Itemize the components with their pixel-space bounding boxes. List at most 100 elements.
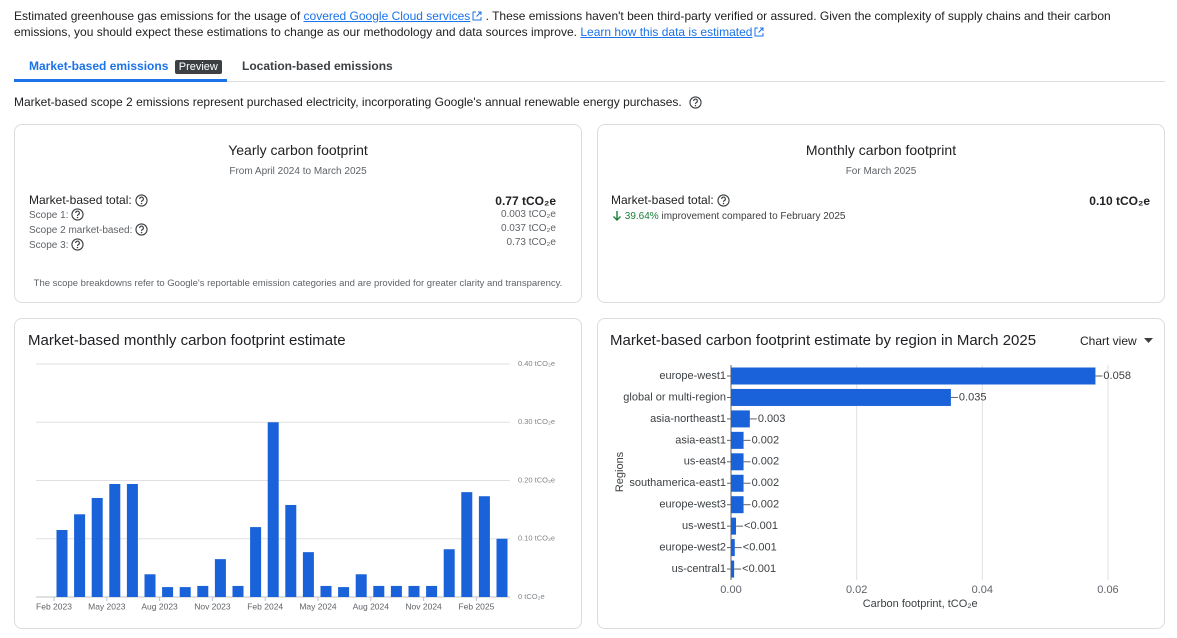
scope-values: 0.003 tCO₂e 0.037 tCO₂e 0.73 tCO₂e <box>501 208 556 250</box>
bar <box>197 585 209 597</box>
y-tick-label: asia-northeast1 <box>650 413 726 425</box>
card-subtitle: From April 2024 to March 2025 <box>229 166 367 177</box>
bar <box>731 517 737 535</box>
x-tick-label: Nov 2023 <box>194 601 231 611</box>
bar <box>426 585 438 597</box>
total-value: 0.77 tCO₂e <box>495 194 556 208</box>
label: Scope 3: <box>29 240 69 251</box>
value: 0.037 tCO₂e <box>500 223 556 234</box>
x-tick-label: Feb 2024 <box>247 601 283 611</box>
y-tick-label: 0 tCO₂e <box>518 592 545 601</box>
y-tick-label: us-east4 <box>684 456 726 468</box>
bar <box>408 585 420 597</box>
description-text: Market-based scope 2 emissions represent… <box>14 95 682 109</box>
x-tick-label: 0.04 <box>972 584 993 596</box>
bar <box>74 514 86 597</box>
value-label: 0.003 <box>758 413 786 425</box>
x-tick-label: Nov 2024 <box>405 601 442 611</box>
bar <box>320 585 332 597</box>
y-tick-label: 0.30 tCO₂e <box>518 417 555 426</box>
y-tick-label: 0.40 tCO₂e <box>518 359 555 368</box>
tab-divider <box>14 81 1165 82</box>
bar <box>56 530 68 597</box>
y-tick-label: global or multi-region <box>623 391 726 403</box>
bar <box>731 410 750 428</box>
chart-title: Market-based monthly carbon footprint es… <box>28 332 346 349</box>
card-title: Monthly carbon footprint <box>805 142 957 158</box>
y-tick-label: us-central1 <box>672 563 726 575</box>
bar <box>162 587 174 597</box>
monthly-chart-card <box>14 318 582 629</box>
bar <box>109 483 121 597</box>
y-tick-label: europe-west3 <box>659 499 726 511</box>
bar <box>478 496 490 597</box>
tab[interactable]: Market-based emissions Preview <box>29 59 222 74</box>
footnote: The scope breakdowns refer to Google's r… <box>33 278 563 289</box>
card-title: Yearly carbon footprint <box>228 142 368 158</box>
x-tick-label: 0.06 <box>1097 584 1118 596</box>
intro-text: . These emissions haven't been third-par… <box>14 9 1111 39</box>
y-tick-label: europe-west1 <box>659 370 726 382</box>
value: 0.73 tCO₂e <box>506 237 556 248</box>
bar <box>179 587 191 597</box>
bar <box>731 431 744 449</box>
value-label: 0.058 <box>1103 370 1131 382</box>
bar <box>731 539 735 557</box>
bar <box>355 574 367 597</box>
bar <box>285 504 297 597</box>
y-tick-label: europe-west2 <box>659 542 726 554</box>
value-label: <0.001 <box>744 520 778 532</box>
y-tick-label: us-west1 <box>682 520 726 532</box>
chart-title: Market-based carbon footprint estimate b… <box>610 332 1036 349</box>
tab[interactable]: Location-based emissions <box>242 59 393 73</box>
change-value: 39.64% <box>624 211 659 222</box>
y-tick-label: southamerica-east1 <box>629 477 726 489</box>
region-chart-card <box>597 318 1165 629</box>
bar <box>126 483 138 597</box>
value-label: 0.002 <box>752 434 780 446</box>
value: 0.003 tCO₂e <box>500 209 556 220</box>
value-label: <0.001 <box>743 542 777 554</box>
total-value: 0.10 tCO₂e <box>1089 194 1150 208</box>
button-label: Chart view <box>1080 334 1137 348</box>
bar <box>731 388 951 406</box>
intro: Estimated greenhouse gas emissions for t… <box>14 8 1164 40</box>
x-tick-label: May 2023 <box>88 601 126 611</box>
bar <box>250 527 262 597</box>
x-tick-label: Aug 2023 <box>141 601 178 611</box>
bar <box>390 585 402 597</box>
change-text: improvement compared to February 2025 <box>661 211 846 222</box>
bar <box>214 559 226 597</box>
y-axis-title: Regions <box>614 451 626 492</box>
link[interactable]: covered Google Cloud services <box>303 9 471 23</box>
badge: Preview <box>174 60 222 74</box>
bar <box>461 492 473 597</box>
label: Scope 1: <box>29 210 69 221</box>
x-tick-label: Feb 2023 <box>36 601 72 611</box>
tab-indicator <box>14 79 227 82</box>
intro-text: Estimated greenhouse gas emissions for t… <box>14 9 301 23</box>
value-label: 0.002 <box>752 477 780 489</box>
down-arrow <box>613 211 621 221</box>
change: 39.64% improvement compared to February … <box>612 210 845 222</box>
bar <box>91 497 103 597</box>
bar <box>144 574 156 597</box>
card-subtitle: For March 2025 <box>845 166 917 177</box>
bar <box>267 422 279 597</box>
dropdown-icon <box>1144 338 1154 343</box>
label: Scope 2 market-based: <box>29 225 133 236</box>
label: Market-based total: <box>29 193 132 207</box>
link[interactable]: Learn how this data is estimated <box>580 25 753 39</box>
label: Market-based total: <box>611 193 714 207</box>
x-tick-label: Aug 2024 <box>353 601 390 611</box>
bar <box>731 453 744 471</box>
scope-row: Scope 3: <box>29 238 148 253</box>
description: Market-based scope 2 emissions represent… <box>14 95 702 109</box>
total-label: Market-based total: <box>611 193 730 207</box>
bar <box>338 587 350 597</box>
y-tick-label: asia-east1 <box>675 434 726 446</box>
chart-view-button[interactable]: Chart view <box>1080 334 1154 348</box>
bar <box>373 585 385 597</box>
